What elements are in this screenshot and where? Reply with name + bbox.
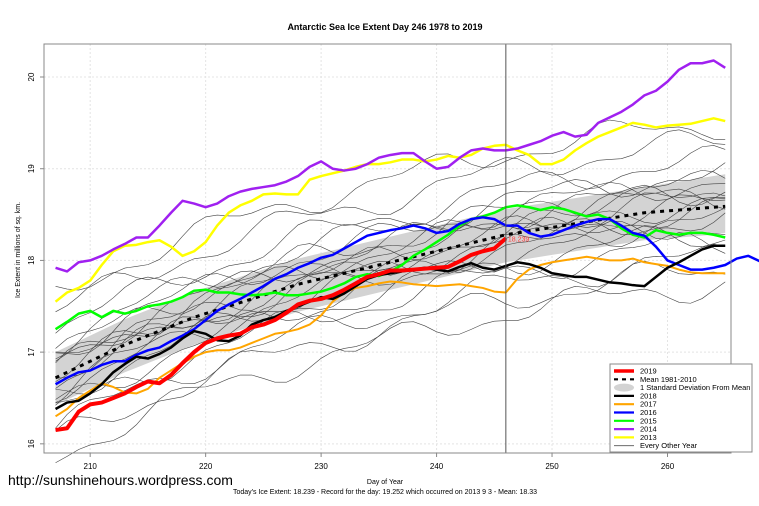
legend-label: 2018 <box>640 391 657 400</box>
y-tick-label: 16 <box>27 439 36 448</box>
legend-label: Every Other Year <box>640 441 698 450</box>
x-axis-ticks: 210 220 230 240 250 260 <box>84 453 675 471</box>
other-year-line <box>55 225 726 400</box>
every-other-year-lines <box>55 119 726 464</box>
legend-label: Mean 1981-2010 <box>640 375 697 384</box>
series-2017 <box>55 255 726 418</box>
legend-label: 2017 <box>640 400 657 409</box>
other-year-line <box>55 260 726 431</box>
series-2019 <box>55 236 508 433</box>
y-tick-label: 18 <box>27 255 36 264</box>
series-2013 <box>54 117 726 303</box>
other-year-line <box>55 119 726 291</box>
other-year-line <box>55 145 726 334</box>
website-watermark: http://sunshinehours.wordpress.com <box>8 472 233 488</box>
series-lines <box>54 59 759 433</box>
y-axis-ticks: 16 17 18 19 20 <box>27 72 44 448</box>
other-year-line <box>55 197 726 389</box>
x-tick-label: 240 <box>430 462 444 471</box>
other-year-line <box>55 129 726 313</box>
other-year-line <box>55 281 726 464</box>
series-2018 <box>54 244 726 411</box>
x-tick-label: 210 <box>84 462 98 471</box>
chart-footer: Today's Ice Extent: 18.239 - Record for … <box>233 489 537 496</box>
legend-label: 2015 <box>640 416 657 425</box>
y-tick-label: 19 <box>27 164 36 173</box>
other-year-line <box>55 169 726 349</box>
legend-label: 1 Standard Deviation From Mean <box>640 383 750 392</box>
other-year-line <box>55 184 726 360</box>
x-tick-label: 250 <box>545 462 559 471</box>
x-tick-label: 220 <box>199 462 213 471</box>
chart-title: Antarctic Sea Ice Extent Day 246 1978 to… <box>287 22 482 32</box>
series-2014 <box>55 59 726 273</box>
other-year-line <box>55 192 726 364</box>
x-axis-label: Day of Year <box>367 479 404 486</box>
legend-label: 2019 <box>640 367 657 376</box>
series-2016 <box>54 216 759 386</box>
legend-label: 2013 <box>640 433 657 442</box>
y-axis-label: Ice Extent in millions of sq. km. <box>15 202 22 298</box>
legend-label: 2014 <box>640 425 657 434</box>
legend-label: 2016 <box>640 408 657 417</box>
x-tick-label: 230 <box>314 462 328 471</box>
y-tick-label: 20 <box>27 72 36 81</box>
current-value-label: 18.239 <box>508 237 530 244</box>
y-tick-label: 17 <box>27 347 36 356</box>
other-year-line <box>55 197 726 379</box>
other-year-line <box>55 181 726 355</box>
other-year-line <box>55 207 726 406</box>
legend-swatch <box>614 383 634 392</box>
plot-frame <box>43 43 732 454</box>
x-tick-label: 260 <box>661 462 675 471</box>
